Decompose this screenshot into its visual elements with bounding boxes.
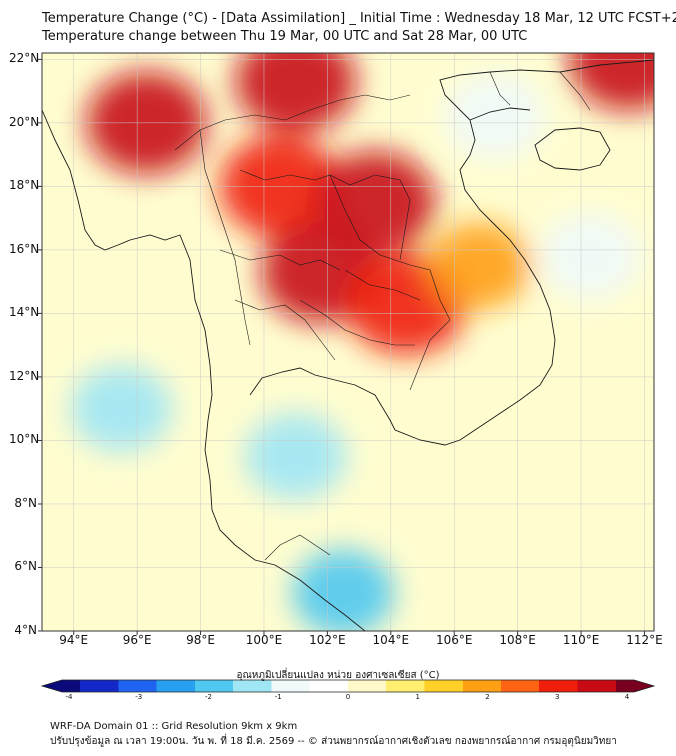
colorbar-tick: 2 xyxy=(485,693,490,701)
footer-model-info: WRF-DA Domain 01 :: Grid Resolution 9km … xyxy=(50,721,298,732)
colorbar-tick: 3 xyxy=(555,693,560,701)
anomaly-hainan-cool xyxy=(539,213,642,300)
mainland-coastline xyxy=(42,59,654,631)
lat-label: 14°N xyxy=(9,305,40,320)
lat-label: 8°N xyxy=(14,495,37,510)
colorbar-tick: -2 xyxy=(205,693,212,701)
coastline-and-borders xyxy=(42,59,654,631)
lat-label: 6°N xyxy=(14,559,37,574)
lon-label: 112°E xyxy=(626,633,663,647)
lon-label: 108°E xyxy=(499,633,536,647)
lon-label: 94°E xyxy=(59,633,89,647)
lat-label: 20°N xyxy=(9,114,40,129)
anomaly-guangxi-hot xyxy=(568,53,654,111)
colorbar-tick: 0 xyxy=(345,693,351,701)
lon-label: 98°E xyxy=(186,633,215,647)
lon-label: 100°E xyxy=(245,633,283,647)
gulf-tonkin-coast xyxy=(469,107,531,121)
lat-lon-grid xyxy=(42,53,654,631)
anomaly-malaya-cool xyxy=(292,549,394,631)
lat-label: 18°N xyxy=(9,178,40,193)
lon-label: 110°E xyxy=(562,633,600,647)
anomaly-gulf-tonkin-cool xyxy=(444,73,547,160)
anomaly-gulf-cool xyxy=(244,413,347,500)
colorbar-tick: -4 xyxy=(65,693,73,701)
footer-update-info: ปรับปรุงข้อมูล ณ เวลา 19:00น. วัน พ. ที่… xyxy=(50,736,617,747)
lon-label: 96°E xyxy=(122,633,152,647)
anomaly-yunnan-hot xyxy=(235,53,356,133)
colorbar-gradient xyxy=(40,679,656,693)
plot-frame xyxy=(41,52,655,632)
lat-label: 10°N xyxy=(9,432,40,447)
anomaly-andaman-cool xyxy=(70,365,173,452)
colorbar-label: อุณหภูมิเปลี่ยนแปลง หน่วย องศาเซลเซียส (… xyxy=(236,670,440,681)
lon-label: 102°E xyxy=(309,633,346,647)
lat-label: 12°N xyxy=(9,368,40,383)
anomaly-vietnam-warm xyxy=(428,222,531,309)
axis-ticks xyxy=(38,58,645,635)
map-title-line-2: Temperature change between Thu 19 Mar, 0… xyxy=(42,29,528,44)
map-title-line-1: Temperature Change (°C) - [Data Assimila… xyxy=(42,11,676,26)
colorbar-tick: -3 xyxy=(135,693,143,701)
lat-label: 16°N xyxy=(9,241,40,256)
lon-label: 104°E xyxy=(372,633,410,647)
colorbar-tick: 4 xyxy=(624,693,630,701)
colorbar-tick: -1 xyxy=(274,693,282,701)
colorbar-tick: 1 xyxy=(415,693,420,701)
lat-label: 22°N xyxy=(9,51,40,66)
colorbar xyxy=(40,679,656,693)
country-borders xyxy=(174,71,591,561)
lon-label: 106°E xyxy=(435,633,473,647)
hainan-coastline xyxy=(534,127,611,171)
lat-label: 4°N xyxy=(14,623,37,637)
